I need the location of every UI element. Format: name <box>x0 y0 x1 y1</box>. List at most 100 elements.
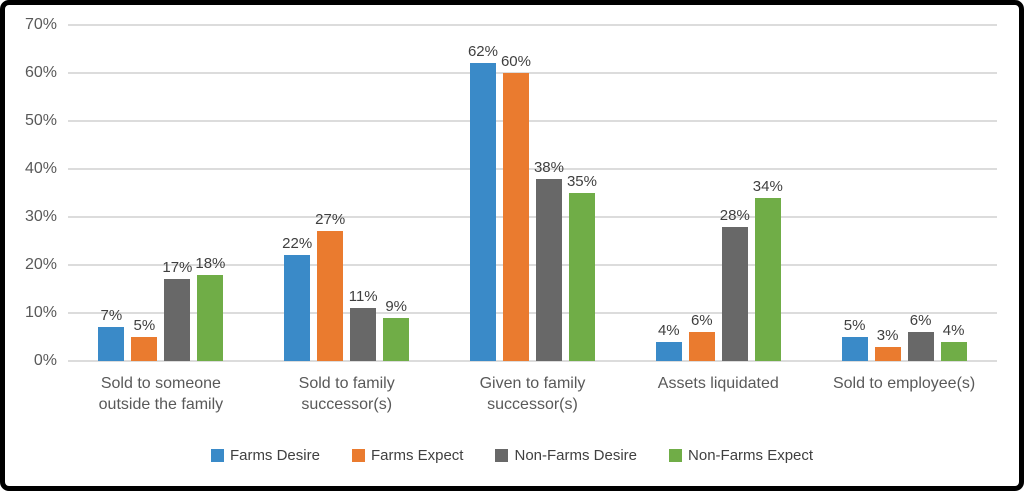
bar <box>907 332 934 361</box>
legend-label: Non-Farms Expect <box>688 447 814 464</box>
bar-value-label: 3% <box>876 326 899 344</box>
plot-area: 7% 5% 17% 18% 22% 27% 11% 9% 62% 60% 38% 35% 4% 6% 28%… <box>68 24 997 362</box>
bar-value-label: 7% <box>100 307 123 325</box>
bar-column: 5% <box>131 25 158 361</box>
bar-value-label: 22% <box>282 235 313 253</box>
bar-value-label: 17% <box>162 259 193 277</box>
legend-label: Non-Farms Desire <box>514 447 638 464</box>
bar-value-label: 27% <box>315 211 346 229</box>
bar-value-label: 9% <box>385 297 408 315</box>
y-tick-label: 30% <box>24 208 57 225</box>
bar-groups: 7% 5% 17% 18% 22% 27% 11% 9% 62% 60% 38% 35% 4% 6% 28%… <box>68 25 997 361</box>
bar-column: 62% <box>467 25 498 361</box>
bar <box>98 327 125 361</box>
legend-label: Farms Expect <box>370 447 464 464</box>
legend: Farms Desire Farms Expect Non-Farms Desire… <box>5 447 1019 464</box>
bar-group: 62% 60% 38% 35% <box>440 25 626 361</box>
y-tick-label: 70% <box>24 16 57 33</box>
bar-column: 27% <box>315 25 346 361</box>
bar-value-label: 35% <box>566 173 597 190</box>
bar-value-label: 4% <box>657 321 680 339</box>
bar <box>535 178 562 361</box>
bar-column: 4% <box>940 25 967 361</box>
bar <box>469 63 496 361</box>
bar <box>350 308 377 361</box>
legend-swatch-icon <box>210 449 224 462</box>
bar-group: 5% 3% 6% 4% <box>811 25 997 361</box>
gridline <box>68 24 997 26</box>
bar-group: 7% 5% 17% 18% <box>68 25 254 361</box>
bar <box>874 346 901 361</box>
bar-column: 17% <box>162 25 193 361</box>
gridline <box>68 215 997 218</box>
bar-column: 7% <box>98 25 125 361</box>
bar-column: 22% <box>282 25 313 361</box>
bar <box>383 317 410 361</box>
bar-value-label: 34% <box>752 177 783 195</box>
bar-value-label: 60% <box>500 53 531 70</box>
y-tick-label: 20% <box>24 256 57 273</box>
bar-column: 3% <box>874 25 901 361</box>
bar <box>568 193 595 361</box>
bar-column: 6% <box>688 25 715 361</box>
legend-item: Farms Desire <box>210 447 320 464</box>
bar <box>721 226 748 361</box>
bar <box>131 337 158 361</box>
bar-value-label: 62% <box>467 43 498 61</box>
bar-column: 60% <box>500 25 531 361</box>
bar-column: 35% <box>566 25 597 361</box>
y-axis: 0% 10% 20% 30% 40% 50% 60% 70% <box>5 5 60 486</box>
bar <box>164 279 191 361</box>
bar-value-label: 4% <box>942 321 965 339</box>
bar-column: 28% <box>719 25 750 361</box>
bar-column: 34% <box>752 25 783 361</box>
legend-item: Farms Expect <box>351 447 464 464</box>
gridline <box>68 360 997 362</box>
bar-value-label: 18% <box>195 254 226 272</box>
legend-label: Farms Desire <box>229 447 320 464</box>
bar <box>502 73 529 361</box>
bar <box>284 255 311 361</box>
bar-column: 9% <box>383 25 410 361</box>
gridline <box>68 71 997 74</box>
bar <box>688 332 715 361</box>
bar-value-label: 28% <box>719 206 750 224</box>
gridline <box>68 312 997 314</box>
y-tick-label: 40% <box>24 160 57 177</box>
y-tick-label: 50% <box>24 112 57 129</box>
legend-swatch-icon <box>669 449 683 462</box>
y-tick-label: 0% <box>33 352 57 369</box>
bar <box>841 337 868 361</box>
bar-column: 38% <box>533 25 564 361</box>
bar-value-label: 5% <box>843 317 866 334</box>
bar <box>317 231 344 361</box>
bar-column: 18% <box>195 25 226 361</box>
gridline <box>68 119 997 122</box>
bar <box>197 274 224 361</box>
category-label: Sold to someone outside the family <box>98 375 224 413</box>
y-tick-label: 10% <box>24 304 57 321</box>
bar <box>754 197 781 361</box>
bar-group: 22% 27% 11% 9% <box>254 25 440 361</box>
bar-group: 4% 6% 28% 34% <box>625 25 811 361</box>
gridline <box>68 264 997 266</box>
category-label: Sold to employee(s) <box>832 375 976 392</box>
bar-column: 11% <box>348 25 378 361</box>
legend-swatch-icon <box>495 449 509 462</box>
legend-swatch-icon <box>351 449 365 462</box>
legend-item: Non-Farms Desire <box>495 447 637 464</box>
category-label: Assets liquidated <box>657 375 779 392</box>
bar-value-label: 38% <box>533 158 564 176</box>
bar <box>655 341 682 361</box>
bar <box>940 341 967 361</box>
bar-value-label: 6% <box>909 312 932 330</box>
bar-column: 4% <box>655 25 682 361</box>
legend-item: Non-Farms Expect <box>669 447 813 464</box>
bar-value-label: 6% <box>690 312 713 330</box>
bar-value-label: 11% <box>348 288 378 306</box>
bar-column: 5% <box>841 25 868 361</box>
category-label: Sold to family successor(s) <box>298 375 395 413</box>
bar-value-label: 5% <box>133 317 156 334</box>
category-label: Given to family successor(s) <box>479 375 586 413</box>
